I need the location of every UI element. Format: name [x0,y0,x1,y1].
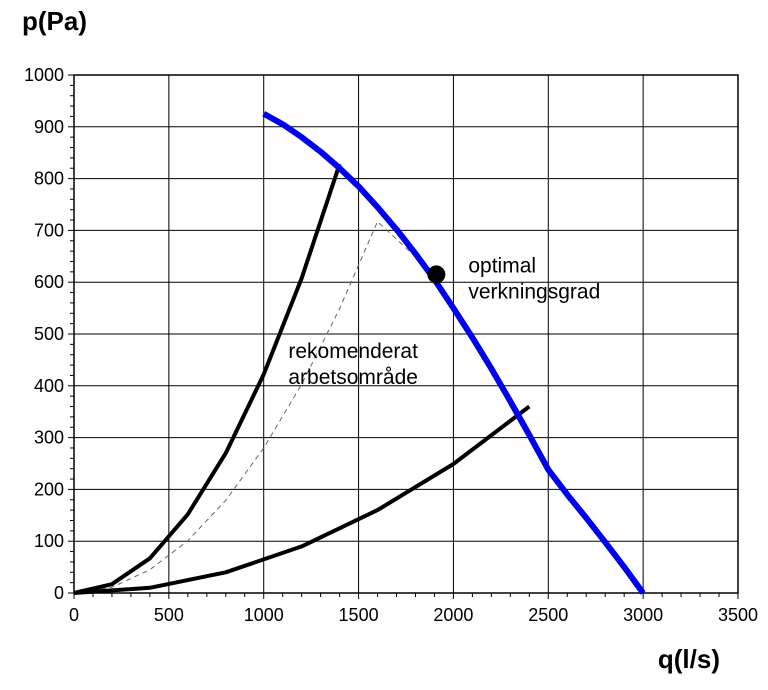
y-tick-label: 300 [34,428,64,448]
x-axis-label: q(l/s) [658,644,720,674]
x-tick-label: 2000 [433,605,473,625]
y-tick-label: 900 [34,117,64,137]
y-tick-label: 0 [54,583,64,603]
plot-frame [73,74,739,594]
y-tick-label: 400 [34,376,64,396]
y-tick-label: 1000 [24,65,64,85]
grid [73,74,739,594]
x-tick-label: 0 [69,605,79,625]
optimal-efficiency-curve-line [73,221,435,594]
annotation-line: rekomenderat [288,340,418,363]
x-tick-label: 3500 [718,605,758,625]
x-tick-label: 1500 [339,605,379,625]
system-curve-lower-line [73,404,531,595]
x-tick-label: 2500 [528,605,568,625]
annotation-line: optimal [468,254,536,277]
y-tick-label: 100 [34,531,64,551]
series-layer [73,111,646,595]
y-tick-labels: 0 100 200 300 400 500 600 700 800 900 1000 [24,65,64,603]
annotation-layer: optimal verkningsgrad rekomenderat arbetsom… [288,254,600,388]
y-tick-label: 700 [34,220,64,240]
system-curve-upper-line [73,163,342,595]
fan-curve-line [262,111,646,595]
x-tick-labels: 0 500 1000 1500 2000 2500 3000 3500 [69,605,758,625]
y-tick-label: 600 [34,272,64,292]
optimal-efficiency-point [427,265,446,284]
x-tick-label: 1000 [244,605,284,625]
x-tick-label: 3000 [623,605,663,625]
y-tick-label: 200 [34,479,64,499]
recommended-area-label: rekomenderat arbetsområde [288,340,418,389]
optimal-efficiency-label: optimal verkningsgrad [468,254,600,303]
annotation-line: arbetsområde [288,366,418,389]
annotation-line: verkningsgrad [468,280,600,303]
x-tick-label: 500 [154,605,184,625]
y-axis-label: p(Pa) [22,6,87,36]
y-tick-label: 500 [34,324,64,344]
y-tick-label: 800 [34,169,64,189]
